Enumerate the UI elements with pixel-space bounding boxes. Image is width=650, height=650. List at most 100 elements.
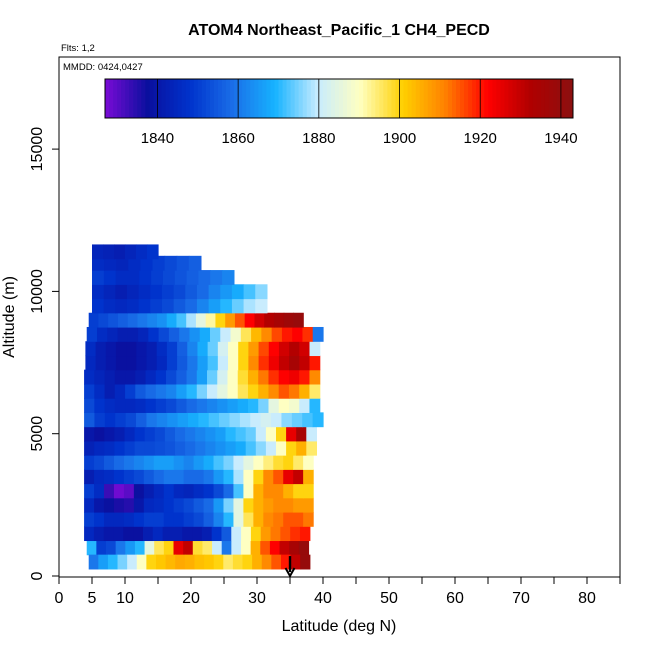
heatmap-cell xyxy=(98,312,109,328)
colorbar-segment xyxy=(234,79,239,118)
heatmap-cell xyxy=(162,526,173,542)
x-tick-label: 5 xyxy=(88,590,97,607)
heatmap-cell xyxy=(164,426,176,442)
heatmap-cell xyxy=(258,369,270,385)
heatmap-cell xyxy=(123,511,135,527)
heatmap-cell xyxy=(84,483,95,499)
heatmap-cell xyxy=(205,312,217,328)
heatmap-cell xyxy=(176,383,188,399)
heatmap-cell xyxy=(193,469,205,485)
heatmap-cell xyxy=(303,511,314,527)
x-tick-label: 80 xyxy=(578,590,596,607)
heatmap-cell xyxy=(268,369,280,385)
heatmap-cell xyxy=(293,483,304,499)
heatmap-cell xyxy=(306,426,317,442)
heatmap-cell xyxy=(289,540,300,556)
heatmap-cell xyxy=(203,469,215,485)
heatmap-cell xyxy=(215,312,226,328)
heatmap-cell xyxy=(92,270,105,285)
heatmap-cell xyxy=(84,398,95,413)
heatmap-cell xyxy=(114,398,126,413)
dates-label: MMDD: 0424,0427 xyxy=(63,62,143,73)
colorbar-segment xyxy=(262,79,267,118)
heatmap-cell xyxy=(174,270,188,285)
heatmap-cell xyxy=(213,554,224,570)
heatmap-cell xyxy=(196,284,210,300)
heatmap-cell xyxy=(93,526,105,542)
heatmap-cell xyxy=(303,469,314,485)
colorbar-segment xyxy=(318,79,324,118)
heatmap-cell xyxy=(152,255,166,271)
heatmap-cell xyxy=(163,540,175,556)
heatmap-cell xyxy=(247,398,259,413)
heatmap-cell xyxy=(127,554,138,570)
heatmap-cell xyxy=(106,540,117,556)
colorbar-frame xyxy=(104,78,574,119)
colorbar-segment xyxy=(302,79,308,118)
heatmap-cell xyxy=(92,298,105,314)
heatmap-cell xyxy=(232,554,244,570)
heatmap-cell xyxy=(189,326,201,342)
heatmap-layer xyxy=(84,244,324,570)
colorbar-segment xyxy=(363,79,368,118)
heatmap-cell xyxy=(222,270,235,285)
colorbar-segment xyxy=(375,79,380,118)
heatmap-cell xyxy=(103,483,115,499)
heatmap-cell xyxy=(166,312,178,328)
heatmap-cell xyxy=(293,469,304,485)
heatmap-cell xyxy=(271,326,283,342)
heatmap-cell xyxy=(104,383,116,399)
heatmap-cell xyxy=(204,554,215,570)
heatmap-cell xyxy=(92,284,105,300)
colorbar-segment xyxy=(117,79,122,118)
heatmap-cell xyxy=(127,326,139,342)
heatmap-cell xyxy=(92,255,105,271)
colorbar-segment xyxy=(387,79,392,118)
heatmap-cell xyxy=(187,355,199,371)
heatmap-cell xyxy=(185,298,198,314)
heatmap-cell xyxy=(258,355,270,371)
colorbar-segment xyxy=(105,79,110,118)
heatmap-cell xyxy=(166,398,177,413)
heatmap-cell xyxy=(253,511,264,527)
heatmap-cell xyxy=(152,526,164,542)
heatmap-cell xyxy=(134,426,146,442)
heatmap-cell xyxy=(94,497,105,513)
heatmap-cell xyxy=(303,483,314,499)
heatmap-cell xyxy=(88,312,100,328)
colorbar-segment xyxy=(516,79,522,118)
heatmap-cell xyxy=(289,355,300,371)
heatmap-cell xyxy=(153,455,165,470)
heatmap-cell xyxy=(133,455,145,470)
heatmap-cell xyxy=(290,554,301,570)
heatmap-cell xyxy=(139,270,152,285)
heatmap-cell xyxy=(196,398,208,413)
colorbar-segment xyxy=(278,79,284,118)
heatmap-cell xyxy=(217,383,229,399)
heatmap-cell xyxy=(94,455,105,470)
heatmap-cell xyxy=(114,369,126,385)
heatmap-cell xyxy=(166,355,178,371)
heatmap-cell xyxy=(198,270,211,285)
heatmap-cell xyxy=(247,383,259,399)
colorbar-segment xyxy=(242,79,247,118)
heatmap-cell xyxy=(115,355,127,371)
heatmap-cell xyxy=(293,455,304,470)
heatmap-cell xyxy=(229,412,241,428)
heatmap-cell xyxy=(136,554,147,570)
heatmap-cell xyxy=(248,355,260,371)
colorbar-segment xyxy=(407,79,413,118)
colorbar-segment xyxy=(544,79,550,118)
heatmap-cell xyxy=(125,540,136,556)
heatmap-cell xyxy=(245,440,257,456)
colorbar-segment xyxy=(149,79,154,118)
heatmap-cell xyxy=(250,540,261,556)
colorbar-segment xyxy=(197,79,203,118)
heatmap-cell xyxy=(186,312,197,328)
heatmap-cell xyxy=(145,383,157,399)
colorbar-segment xyxy=(556,79,562,118)
heatmap-cell xyxy=(126,284,140,300)
heatmap-cell xyxy=(94,511,105,527)
heatmap-cell xyxy=(243,497,254,513)
heatmap-cell xyxy=(173,511,185,527)
